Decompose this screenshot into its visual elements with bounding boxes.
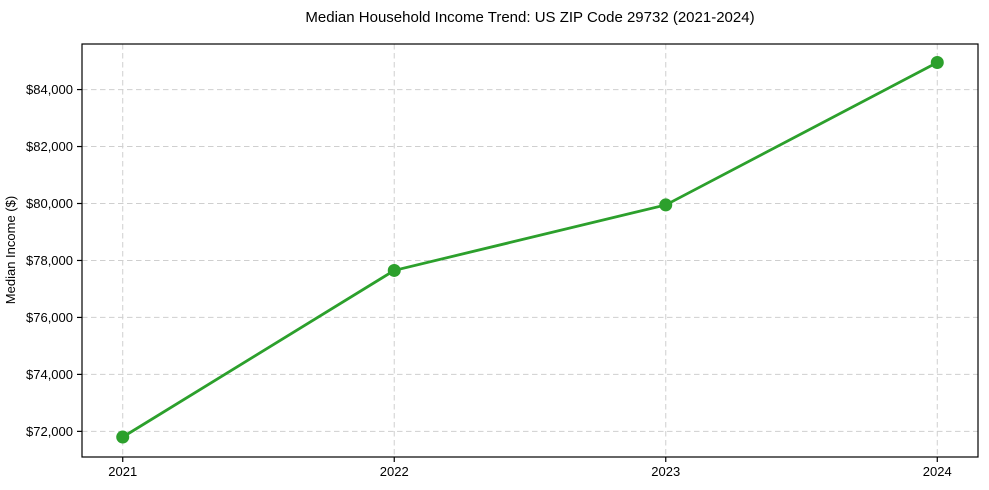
x-tick-label: 2024 xyxy=(923,464,952,479)
x-tick-label: 2021 xyxy=(108,464,137,479)
plot-border xyxy=(81,43,979,458)
chart-title: Median Household Income Trend: US ZIP Co… xyxy=(305,9,754,26)
data-point xyxy=(930,56,944,70)
series-layer xyxy=(116,56,944,444)
x-tick-label: 2023 xyxy=(651,464,680,479)
data-line xyxy=(121,61,939,439)
y-tick-label: $76,000 xyxy=(26,310,73,325)
data-point xyxy=(116,430,130,444)
grid-layer xyxy=(82,44,978,457)
y-tick-label: $84,000 xyxy=(26,82,73,97)
plot-border-layer xyxy=(81,43,979,458)
y-tick-label: $74,000 xyxy=(26,367,73,382)
data-point xyxy=(387,263,401,277)
x-tick-label: 2022 xyxy=(380,464,409,479)
y-tick-label: $78,000 xyxy=(26,253,73,268)
y-tick-label: $72,000 xyxy=(26,424,73,439)
data-point xyxy=(659,198,673,212)
tick-label-layer: 2021 2022 2023 2024 $72,000 $74,000 $76,000 $78… xyxy=(26,82,952,479)
y-axis-label: Median Income ($) xyxy=(3,196,18,304)
y-tick-label: $80,000 xyxy=(26,196,73,211)
y-tick-label: $82,000 xyxy=(26,139,73,154)
tick-layer xyxy=(77,88,938,462)
